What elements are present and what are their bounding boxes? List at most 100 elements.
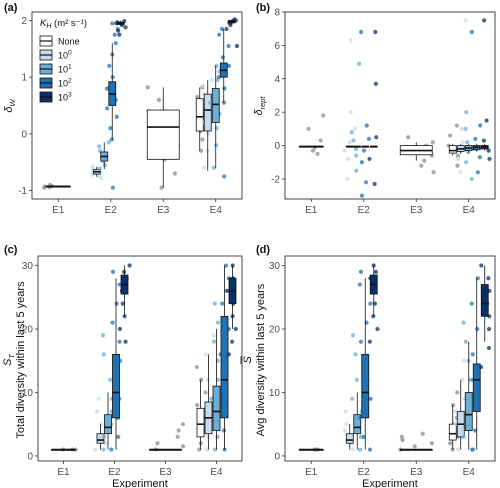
data-point [470, 447, 475, 452]
data-point [175, 434, 180, 439]
legend-label: 101 [58, 64, 72, 75]
data-point [475, 326, 480, 332]
data-point [448, 441, 453, 446]
y-tick-label: 10 [22, 388, 34, 399]
data-point [357, 415, 363, 420]
data-point [368, 301, 373, 306]
data-point [117, 339, 122, 344]
data-point [345, 176, 350, 182]
data-point [108, 377, 113, 382]
y-tick-label: 30 [269, 261, 281, 272]
data-point [367, 447, 373, 452]
data-point [123, 25, 128, 30]
data-point [364, 123, 369, 128]
data-point [106, 140, 111, 145]
data-point [127, 263, 132, 268]
data-point [214, 63, 219, 68]
data-point [215, 320, 221, 325]
x-tick-label: E4 [463, 467, 476, 478]
data-point [461, 434, 466, 439]
data-point [315, 151, 320, 157]
data-point [156, 97, 161, 102]
data-point [206, 131, 211, 136]
data-point [399, 434, 405, 439]
data-point [455, 153, 460, 158]
data-point [103, 441, 108, 446]
data-point [93, 447, 98, 452]
box [480, 145, 489, 150]
data-point [110, 75, 115, 80]
box [464, 392, 473, 431]
data-point [306, 126, 311, 131]
data-point [105, 106, 110, 111]
data-point [194, 364, 199, 370]
x-tick-label: E4 [210, 467, 223, 478]
data-point [357, 447, 363, 452]
data-point [117, 282, 122, 287]
data-point [211, 333, 216, 338]
data-point [96, 396, 101, 401]
data-point [108, 126, 113, 131]
x-tick-label: E1 [52, 205, 65, 216]
data-point [469, 176, 474, 182]
data-point [102, 162, 108, 168]
data-point [123, 339, 128, 344]
data-point [116, 434, 121, 439]
data-point [211, 339, 217, 344]
legend: KH (m² s⁻¹) None 100 101 102 103 [39, 18, 87, 103]
data-point [223, 263, 229, 268]
data-point [352, 126, 358, 131]
data-point [358, 339, 364, 344]
data-point [346, 156, 351, 162]
data-point [100, 333, 106, 338]
y-tick-label: 8 [274, 8, 280, 19]
data-point [110, 21, 115, 26]
y-axis-symbol: ST [2, 353, 16, 366]
data-point [359, 29, 364, 35]
data-point [429, 441, 434, 446]
data-point [473, 428, 478, 433]
data-point [431, 170, 436, 175]
data-point [481, 138, 486, 143]
data-point [42, 184, 48, 189]
panel-label: (c) [4, 244, 18, 256]
data-point [97, 174, 102, 179]
box [203, 93, 212, 132]
data-point [172, 171, 177, 176]
y-tick-label: 0 [274, 141, 280, 152]
data-point [354, 153, 359, 158]
data-point [347, 140, 352, 145]
data-point [353, 352, 358, 357]
plot-frame [284, 255, 496, 462]
data-point [224, 288, 230, 294]
data-point [214, 126, 219, 131]
data-point [116, 28, 121, 33]
y-tick-label: 2 [21, 16, 27, 27]
y-tick-label: 0 [27, 451, 33, 462]
data-point [233, 326, 238, 332]
data-point [448, 133, 453, 138]
data-point [155, 441, 160, 446]
panel-label: (d) [256, 244, 270, 256]
data-point [230, 339, 235, 344]
x-axis-title: Experiment [362, 478, 418, 488]
plot-frame [284, 11, 496, 200]
data-point [121, 269, 127, 274]
data-point [101, 352, 106, 357]
y-tick-label: 30 [22, 261, 34, 272]
panel-b: (b) δrept -2 0 2 4 6 8 E1 E2 E3 E4 [253, 2, 496, 216]
data-point [110, 185, 115, 190]
data-point [419, 163, 424, 168]
data-point [459, 126, 464, 131]
y-axis-symbol: S [242, 356, 254, 364]
data-point [200, 83, 205, 88]
data-point [114, 301, 119, 306]
box [196, 407, 205, 438]
data-point [195, 403, 200, 408]
data-point [200, 137, 205, 142]
panel-a: (a) δW -1 0 1 2 E1 E2 E3 E4 [3, 2, 243, 216]
data-point [180, 444, 186, 449]
data-point [226, 63, 232, 68]
data-point [455, 390, 460, 395]
data-point [203, 352, 208, 357]
